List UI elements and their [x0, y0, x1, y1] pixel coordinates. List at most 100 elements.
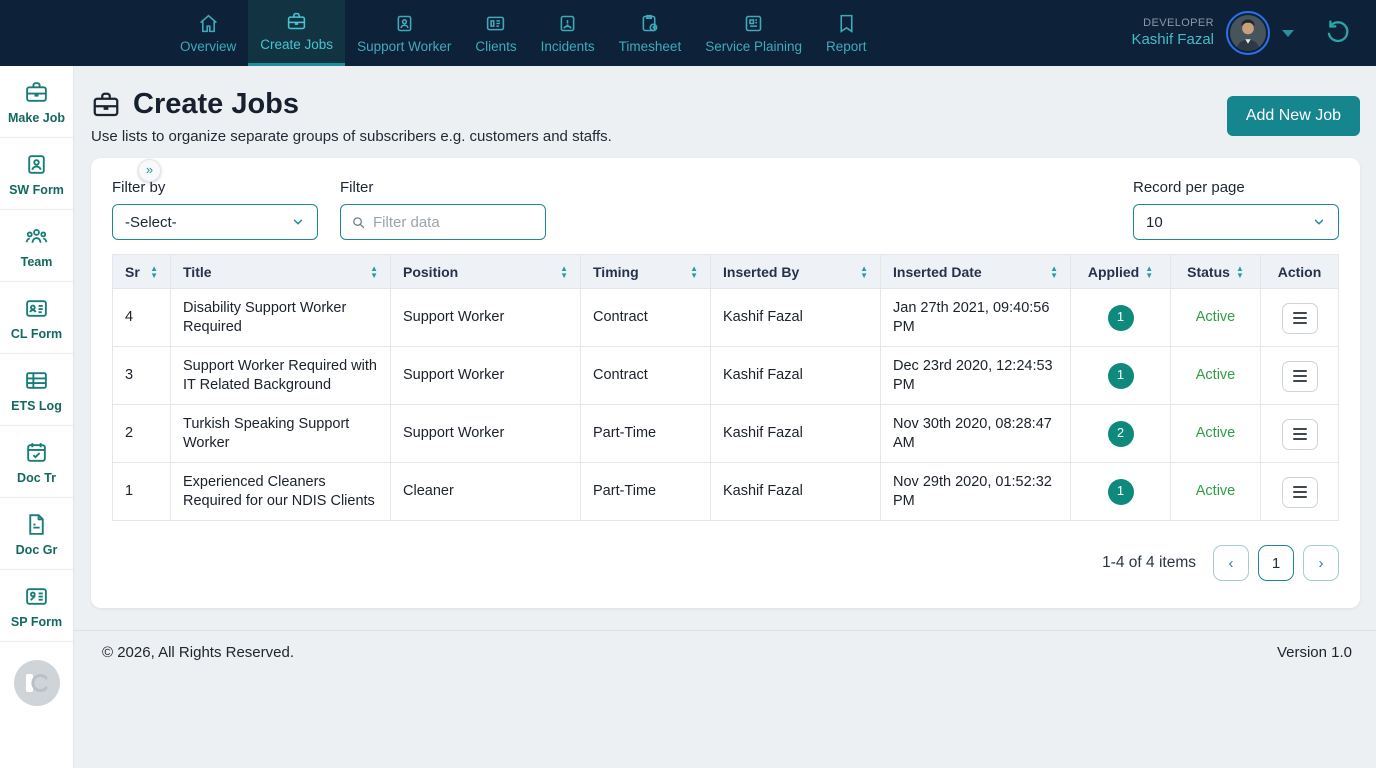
pagination-next-button[interactable]: ›: [1303, 545, 1339, 581]
cell-timing: Contract: [581, 289, 711, 347]
col-header-title[interactable]: Title▲▼: [171, 255, 391, 289]
version-text: Version 1.0: [1277, 644, 1352, 661]
cell-position: Support Worker: [391, 405, 581, 463]
nav-items: Overview Create Jobs Support Worker Clie…: [168, 0, 879, 66]
cell-timing: Part-Time: [581, 463, 711, 521]
id-badge-icon: [394, 13, 415, 34]
filter-by-select[interactable]: -Select-: [112, 204, 318, 240]
pagination-page-1-button[interactable]: 1: [1258, 545, 1294, 581]
sidebar-item-cl-form[interactable]: CL Form: [0, 282, 73, 354]
cell-sr: 1: [113, 463, 171, 521]
row-action-menu-button[interactable]: [1282, 361, 1318, 392]
cell-inserted-by: Kashif Fazal: [711, 347, 881, 405]
nav-item-service-plaining[interactable]: Service Plaining: [693, 0, 814, 66]
sidebar-item-ets-log[interactable]: ETS Log: [0, 354, 73, 426]
add-new-job-button[interactable]: Add New Job: [1227, 96, 1360, 136]
refresh-button[interactable]: [1324, 18, 1352, 49]
id-card-icon: [485, 13, 506, 34]
filter-input[interactable]: [373, 214, 535, 231]
filter-by-value: -Select-: [125, 214, 177, 231]
nav-item-report[interactable]: Report: [814, 0, 879, 66]
nav-label: Support Worker: [357, 39, 451, 54]
user-role: DEVELOPER: [1131, 17, 1214, 31]
copyright-text: © 2026, All Rights Reserved.: [102, 644, 294, 661]
cell-title: Support Worker Required with IT Related …: [171, 347, 391, 405]
nav-label: Timesheet: [619, 39, 682, 54]
cell-inserted-by: Kashif Fazal: [711, 289, 881, 347]
cell-position: Cleaner: [391, 463, 581, 521]
sort-icon: ▲▼: [150, 265, 158, 279]
user-info: DEVELOPER Kashif Fazal: [1131, 17, 1214, 50]
avatar[interactable]: [1226, 11, 1270, 55]
pagination-summary: 1-4 of 4 items: [1102, 554, 1196, 572]
filter-by-label: Filter by: [112, 179, 318, 196]
sort-icon: ▲▼: [860, 265, 868, 279]
nav-item-overview[interactable]: Overview: [168, 0, 248, 66]
top-navigation: Overview Create Jobs Support Worker Clie…: [0, 0, 1376, 66]
cell-timing: Contract: [581, 347, 711, 405]
table-header-row: Sr▲▼ Title▲▼ Position▲▼ Timing▲▼ Inserte…: [113, 255, 1339, 289]
col-header-status[interactable]: Status▲▼: [1171, 255, 1261, 289]
user-name: Kashif Fazal: [1131, 31, 1214, 50]
pagination-prev-button[interactable]: ‹: [1213, 545, 1249, 581]
refresh-icon: [1324, 18, 1352, 46]
card-lines-icon: [24, 584, 49, 609]
col-header-position[interactable]: Position▲▼: [391, 255, 581, 289]
main-content: » Create Jobs Use lists to organize sepa…: [74, 66, 1376, 768]
cell-inserted-by: Kashif Fazal: [711, 463, 881, 521]
col-header-timing[interactable]: Timing▲▼: [581, 255, 711, 289]
sidebar-item-label: Doc Tr: [17, 471, 56, 485]
cell-timing: Part-Time: [581, 405, 711, 463]
nav-label: Report: [826, 39, 867, 54]
applied-count-badge: 2: [1108, 421, 1134, 447]
sidebar-expand-button[interactable]: »: [138, 159, 161, 182]
cell-sr: 2: [113, 405, 171, 463]
status-badge: Active: [1171, 405, 1261, 463]
id-card-icon: [24, 296, 49, 321]
cell-title: Turkish Speaking Support Worker: [171, 405, 391, 463]
row-action-menu-button[interactable]: [1282, 303, 1318, 334]
chevron-down-icon: [291, 215, 305, 229]
nav-item-timesheet[interactable]: Timesheet: [607, 0, 694, 66]
nav-item-clients[interactable]: Clients: [463, 0, 528, 66]
search-icon: [351, 215, 366, 230]
sidebar-item-sw-form[interactable]: SW Form: [0, 138, 73, 210]
app-logo: [14, 660, 60, 706]
row-action-menu-button[interactable]: [1282, 419, 1318, 450]
briefcase-icon: [91, 90, 121, 120]
sidebar-item-team[interactable]: Team: [0, 210, 73, 282]
filters-row: Filter by -Select- Filter Recor: [112, 179, 1339, 240]
id-badge-icon: [24, 152, 49, 177]
document-icon: [24, 512, 49, 537]
col-header-inserted-date[interactable]: Inserted Date▲▼: [881, 255, 1071, 289]
nav-label: Service Plaining: [705, 39, 802, 54]
col-header-inserted-by[interactable]: Inserted By▲▼: [711, 255, 881, 289]
sidebar-item-make-job[interactable]: Make Job: [0, 66, 73, 138]
calendar-check-icon: [24, 440, 49, 465]
cell-sr: 4: [113, 289, 171, 347]
nav-label: Create Jobs: [260, 37, 333, 52]
col-header-applied[interactable]: Applied▲▼: [1071, 255, 1171, 289]
jobs-card: Filter by -Select- Filter Recor: [91, 158, 1360, 608]
sidebar-item-doc-tr[interactable]: Doc Tr: [0, 426, 73, 498]
incident-badge-icon: [557, 13, 578, 34]
user-menu-caret-icon[interactable]: [1282, 30, 1294, 37]
sort-icon: ▲▼: [370, 265, 378, 279]
row-action-menu-button[interactable]: [1282, 477, 1318, 508]
col-header-action: Action: [1261, 255, 1339, 289]
sidebar-item-label: SP Form: [11, 615, 62, 629]
cell-sr: 3: [113, 347, 171, 405]
records-per-page-select[interactable]: 10: [1133, 204, 1339, 240]
nav-item-incidents[interactable]: Incidents: [529, 0, 607, 66]
cell-title: Experienced Cleaners Required for our ND…: [171, 463, 391, 521]
table-row: 4 Disability Support Worker Required Sup…: [113, 289, 1339, 347]
nav-item-support-worker[interactable]: Support Worker: [345, 0, 463, 66]
applied-count-badge: 1: [1108, 305, 1134, 331]
sidebar-item-doc-gr[interactable]: Doc Gr: [0, 498, 73, 570]
cell-inserted-date: Nov 30th 2020, 08:28:47 AM: [881, 405, 1071, 463]
nav-item-create-jobs[interactable]: Create Jobs: [248, 0, 345, 66]
sidebar-item-label: Doc Gr: [16, 543, 58, 557]
sidebar-item-sp-form[interactable]: SP Form: [0, 570, 73, 642]
col-header-sr[interactable]: Sr▲▼: [113, 255, 171, 289]
home-icon: [198, 13, 219, 34]
